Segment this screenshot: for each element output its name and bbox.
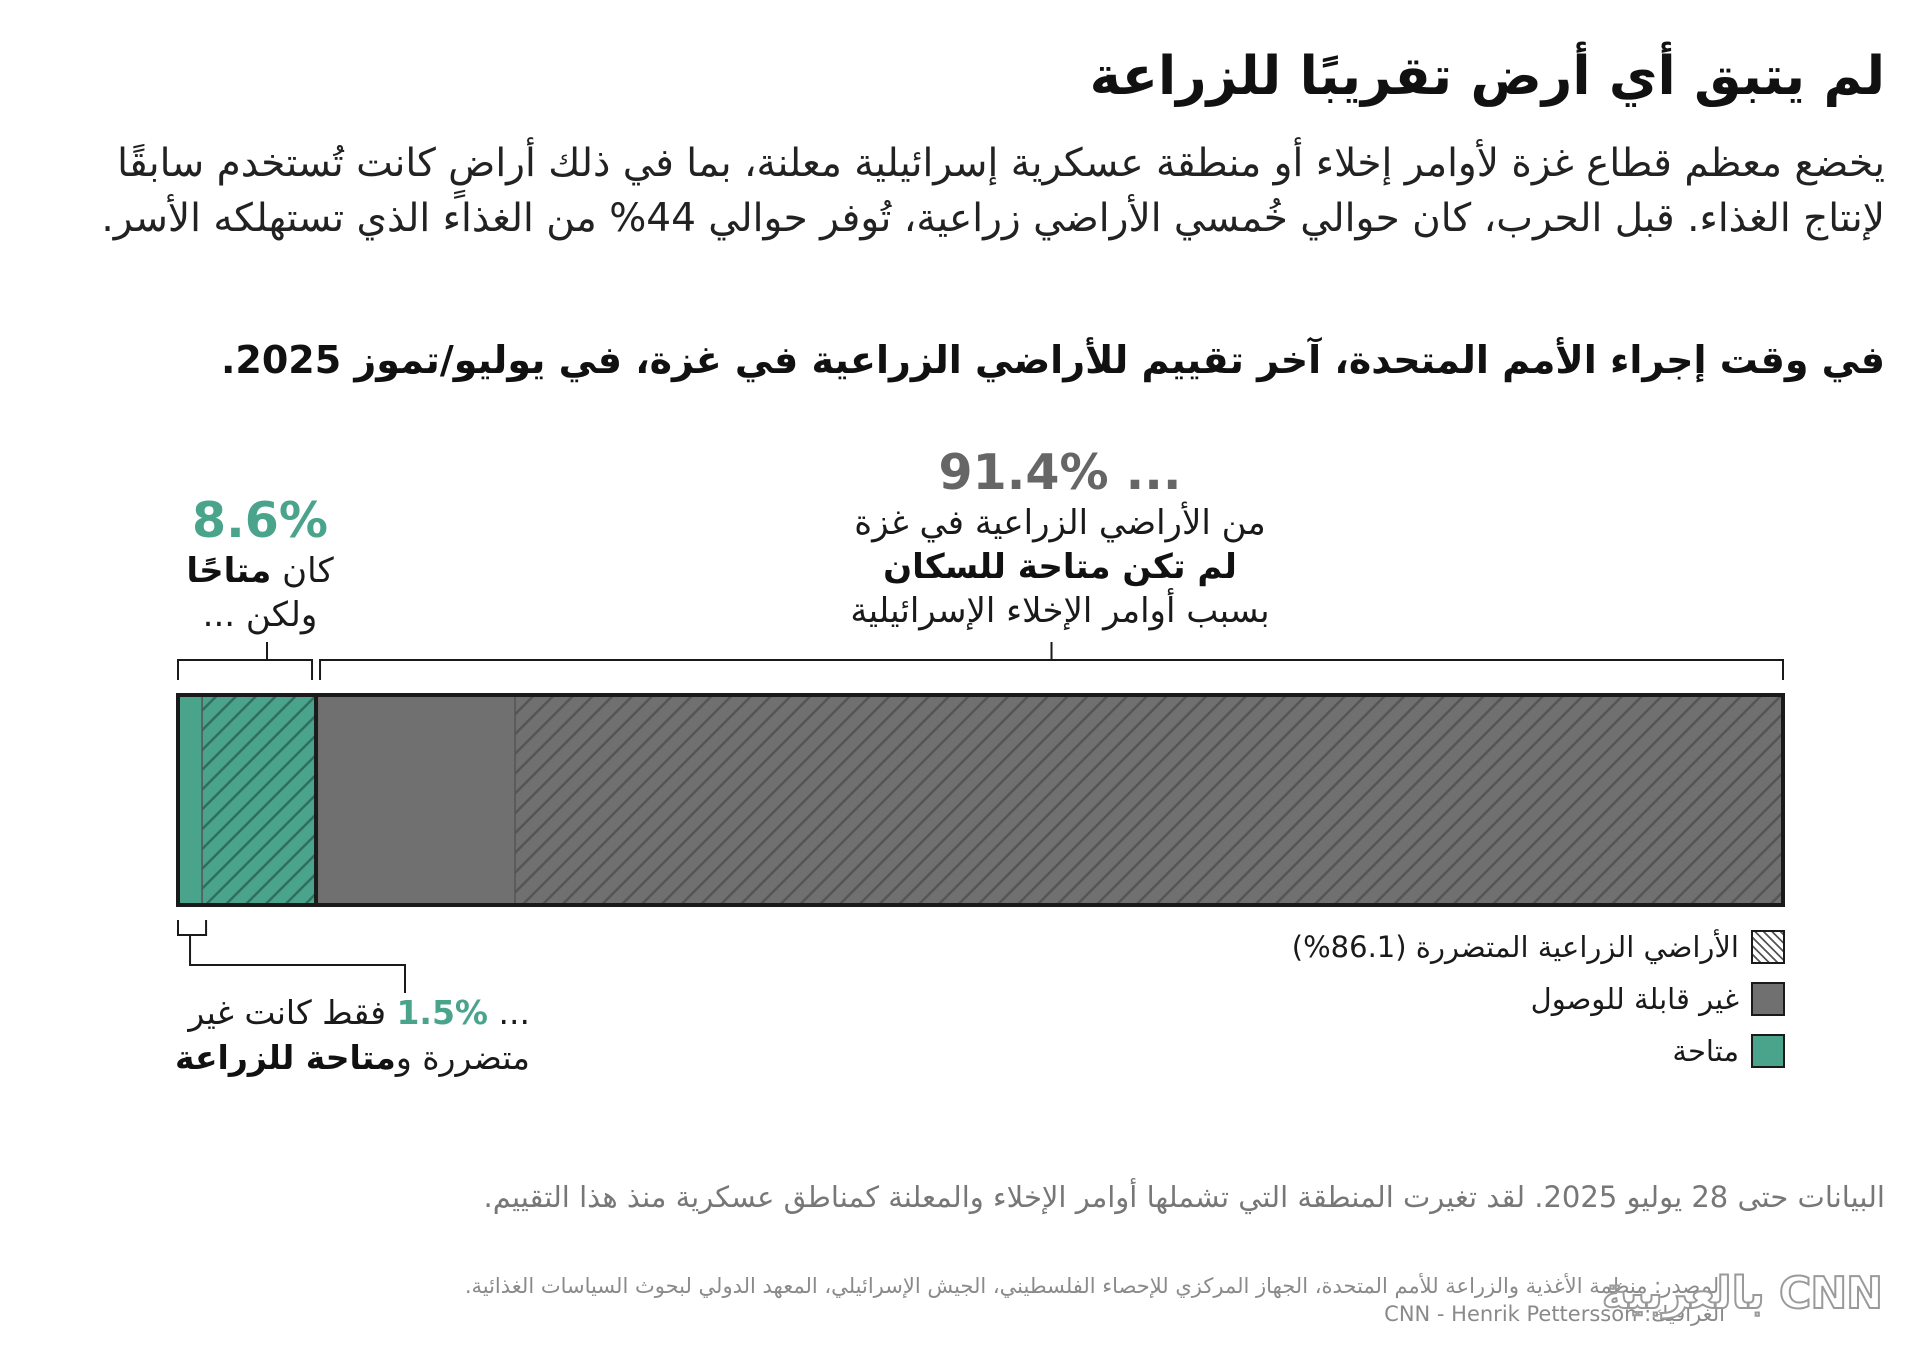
bracket-undamaged — [177, 920, 406, 993]
annotation-available: 8.6% كان متاحًا ولكن ... — [175, 493, 345, 637]
inaccessible-line1: من الأراضي الزراعية في غزة — [854, 503, 1266, 543]
annotation-undamaged: ... 1.5% فقط كانت غير متضررة ومتاحة للزر… — [175, 990, 530, 1080]
bracket-available — [177, 642, 314, 680]
undamaged-value: 1.5% — [396, 993, 488, 1032]
bar-segment-inaccessible-undamaged — [316, 695, 516, 905]
cnn-arabic-logo: CNN بالعربية — [1601, 1267, 1884, 1320]
data-note: البيانات حتى 28 يوليو 2025. لقد تغيرت ال… — [483, 1180, 1885, 1214]
bar-outline — [176, 693, 1785, 907]
inaccessible-line2: لم تكن متاحة للسكان — [883, 547, 1237, 587]
available-line1: كان متاحًا — [186, 551, 334, 591]
chart-legend: الأراضي الزراعية المتضررة (86.1%) غير قا… — [1292, 928, 1785, 1084]
graphic-credit: الغرافيك: CNN - Henrik Pettersson — [1384, 1302, 1725, 1326]
inaccessible-value: ... 91.4% — [938, 444, 1182, 501]
legend-swatch-inaccessible — [1751, 982, 1785, 1016]
undamaged-line1: ... 1.5% فقط كانت غير — [188, 993, 530, 1032]
chart-subtitle: في وقت إجراء الأمم المتحدة، آخر تقييم لل… — [220, 338, 1885, 382]
legend-label-inaccessible: غير قابلة للوصول — [1530, 982, 1739, 1016]
legend-item-inaccessible: غير قابلة للوصول — [1292, 980, 1785, 1018]
legend-swatch-damaged — [1751, 930, 1785, 964]
legend-swatch-available — [1751, 1034, 1785, 1068]
legend-item-available: متاحة — [1292, 1032, 1785, 1070]
available-value: 8.6% — [192, 492, 328, 549]
bar-segment-available-damaged — [202, 695, 317, 905]
stacked-bar-chart — [176, 642, 1785, 993]
intro-paragraph: يخضع معظم قطاع غزة لأوامر إخلاء أو منطقة… — [101, 141, 1885, 241]
inaccessible-line3: بسبب أوامر الإخلاء الإسرائيلية — [850, 591, 1270, 631]
available-line2: ولكن ... — [202, 595, 318, 635]
annotation-inaccessible: ... 91.4% من الأراضي الزراعية في غزة لم … — [760, 445, 1360, 633]
bar-segment-inaccessible-damaged — [515, 695, 1783, 905]
legend-label-available: متاحة — [1672, 1034, 1739, 1068]
headline: لم يتبق أي أرض تقريبًا للزراعة — [1089, 46, 1885, 107]
bracket-inaccessible — [319, 642, 1784, 680]
undamaged-line2: متضررة ومتاحة للزراعة — [175, 1038, 530, 1077]
source-line: المصدر: منظمة الأغذية والزراعة للأمم الم… — [464, 1274, 1725, 1298]
bar-segment-available-undamaged — [178, 695, 203, 905]
legend-label-damaged: الأراضي الزراعية المتضررة (86.1%) — [1291, 930, 1739, 964]
legend-item-damaged: الأراضي الزراعية المتضررة (86.1%) — [1292, 928, 1785, 966]
